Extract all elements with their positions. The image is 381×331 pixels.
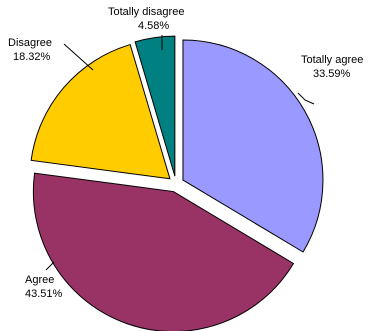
leader-lines	[45, 35, 315, 271]
slice-label-name-agree: Agree	[25, 274, 54, 286]
slice-label-value-totally-disagree: 4.58%	[138, 20, 169, 32]
leader-line-disagree	[63, 43, 94, 71]
leader-line-agree	[45, 261, 55, 271]
slice-label-name-totally-disagree: Totally disagree	[108, 6, 184, 18]
leader-line-totally-agree	[297, 92, 315, 105]
pie-slice-totally-agree	[182, 39, 324, 253]
slice-label-value-totally-agree: 33.59%	[313, 68, 351, 80]
pie-slice-agree	[32, 172, 295, 331]
pie-slice-totally-disagree	[134, 35, 176, 177]
pie-slice-disagree	[30, 43, 171, 180]
slice-label-value-agree: 43.51%	[25, 288, 63, 300]
pie-slices	[30, 35, 324, 331]
slice-label-name-disagree: Disagree	[8, 37, 52, 49]
slice-label-name-totally-agree: Totally agree	[301, 54, 363, 66]
slice-label-value-disagree: 18.32%	[13, 51, 51, 63]
